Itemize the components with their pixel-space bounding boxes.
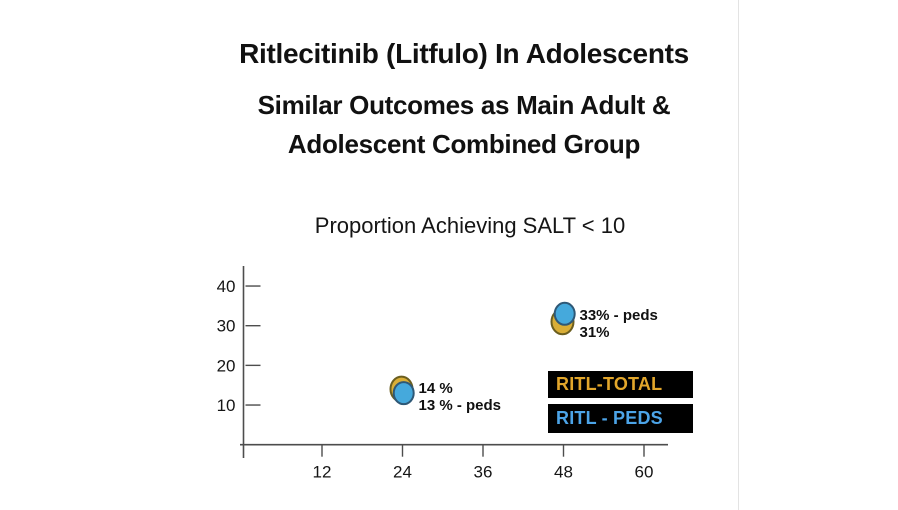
- x-tick-label: 48: [554, 463, 573, 482]
- x-tick-label: 12: [313, 463, 332, 482]
- legend-ritl-peds: RITL - PEDS: [548, 404, 693, 433]
- point-label: 33% - peds 31%: [579, 307, 657, 341]
- x-tick-label: 36: [474, 463, 493, 482]
- slide-right-edge: [738, 0, 739, 510]
- page-title: Ritlecitinib (Litfulo) In Adolescents: [239, 38, 689, 69]
- page-subtitle-line1: Similar Outcomes as Main Adult &: [257, 90, 671, 120]
- legend-ritl-peds-label: RITL - PEDS: [556, 408, 663, 428]
- point-label-line: 14 %: [418, 380, 453, 398]
- legend-ritl-total-label: RITL-TOTAL: [556, 374, 663, 394]
- y-tick-label: 40: [217, 277, 236, 296]
- point-label-line: 13 % - peds: [418, 397, 502, 415]
- x-tick-label: 24: [393, 463, 412, 482]
- data-point-peds: [553, 301, 576, 326]
- y-tick-label: 30: [217, 317, 236, 336]
- page-subtitle-line2: Adolescent Combined Group: [287, 129, 641, 159]
- y-tick-label: 10: [217, 396, 236, 415]
- x-tick-label: 60: [635, 463, 654, 482]
- y-tick-label: 20: [217, 356, 236, 375]
- chart-title: Proportion Achieving SALT < 10: [314, 213, 626, 238]
- point-label: 14 % 13 % - peds: [418, 380, 501, 414]
- point-label-line: 31%: [579, 323, 610, 341]
- point-label-line: 33% - peds: [579, 306, 658, 324]
- chart-legend: RITL-TOTAL RITL - PEDS: [548, 371, 693, 433]
- data-point-peds: [392, 381, 415, 406]
- legend-ritl-total: RITL-TOTAL: [548, 371, 693, 398]
- page-subtitle: Similar Outcomes as Main Adult & Adolesc…: [30, 86, 898, 164]
